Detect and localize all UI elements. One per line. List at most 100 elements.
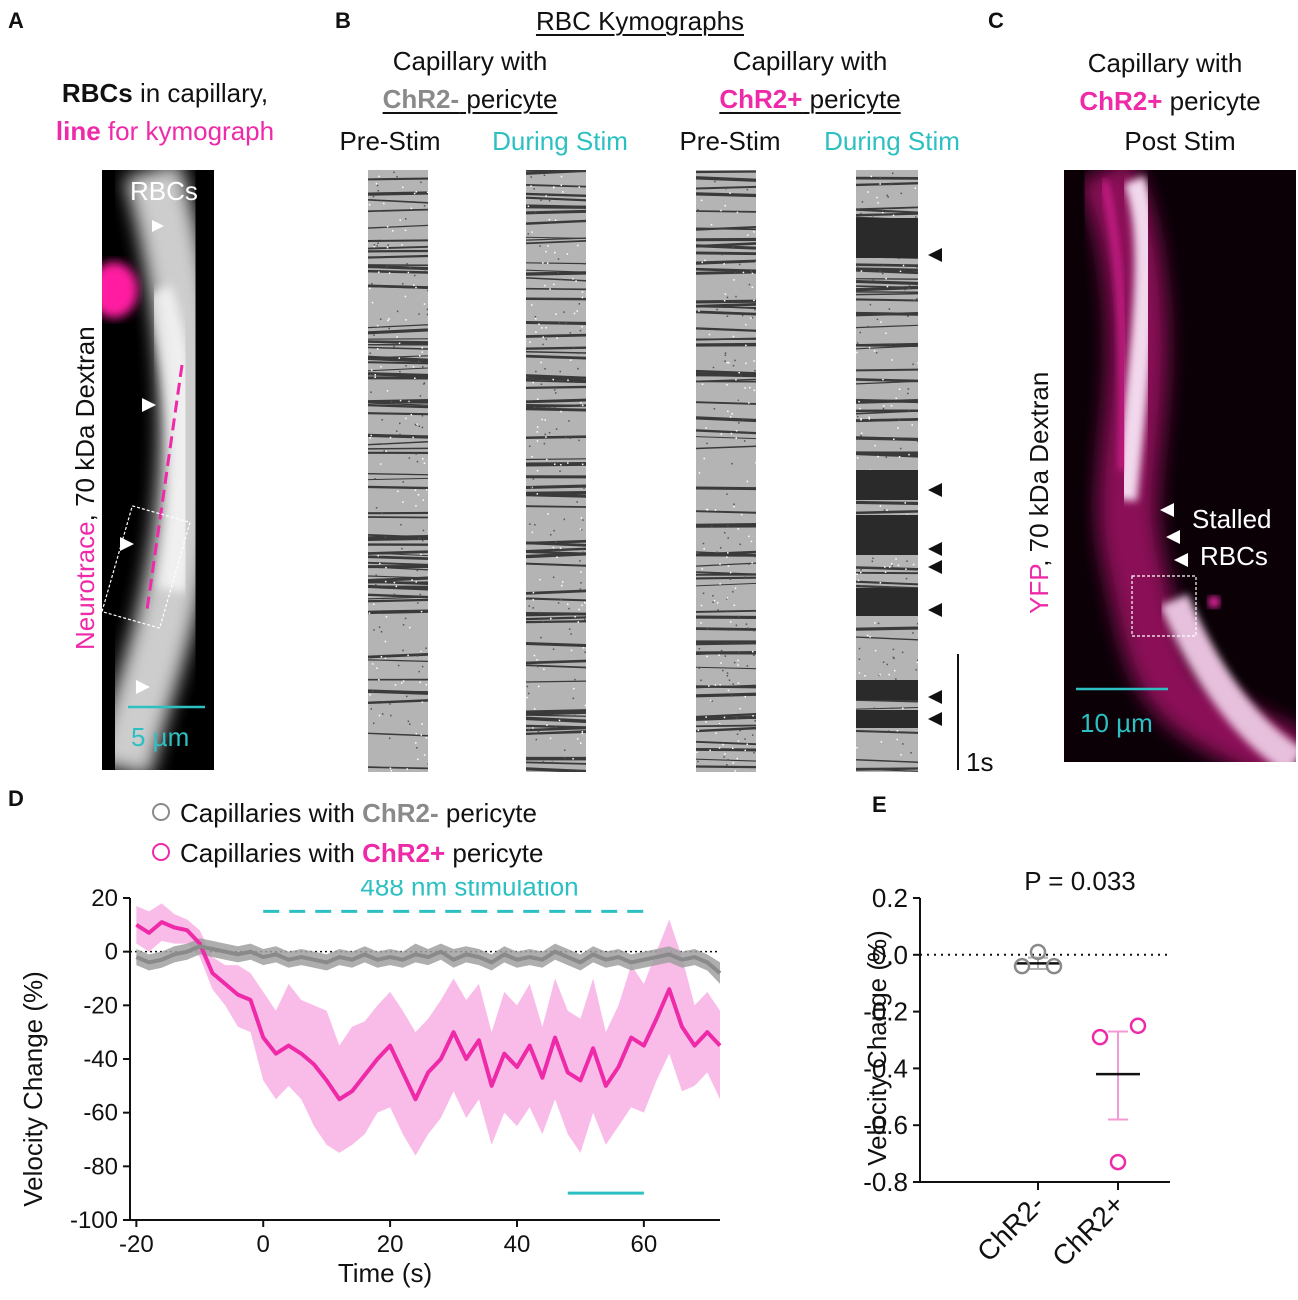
kymograph-streak xyxy=(526,377,586,382)
kymograph-noise xyxy=(371,663,374,665)
panel-a-title-bold: RBCs xyxy=(61,78,133,108)
x-tick-label: ChR2+ xyxy=(1046,1188,1130,1272)
kymograph-noise xyxy=(732,335,735,338)
kymograph-noise xyxy=(545,436,547,438)
kymograph-streak xyxy=(856,324,918,329)
kymograph-noise xyxy=(541,418,543,421)
kymograph-streak xyxy=(856,279,918,285)
kymograph-noise xyxy=(381,419,383,421)
kymograph-noise xyxy=(427,763,428,765)
kymograph-streak xyxy=(696,259,756,264)
kymograph-streak xyxy=(856,418,918,422)
kymograph-streak xyxy=(368,659,428,662)
kymograph-noise xyxy=(369,693,371,696)
kymograph-streak xyxy=(368,199,428,204)
kymograph-noise xyxy=(425,683,428,686)
kymograph-streak xyxy=(526,196,586,202)
kymograph-noise xyxy=(859,407,861,410)
kymograph-noise xyxy=(378,714,381,717)
kymograph-noise xyxy=(697,760,699,763)
kymograph-noise xyxy=(381,512,383,515)
panel-a-line-bold: line xyxy=(55,116,101,146)
kymograph-streak xyxy=(368,254,428,259)
kymograph-noise xyxy=(879,673,881,676)
kymograph-noise xyxy=(576,738,579,740)
kymograph-noise xyxy=(858,658,861,660)
kymograph-noise xyxy=(732,762,735,764)
kymograph-streak xyxy=(368,561,428,566)
kymograph-streak xyxy=(526,562,586,567)
kymograph-streak xyxy=(696,210,756,213)
kymograph-noise xyxy=(540,327,543,329)
kymograph-noise xyxy=(860,418,862,420)
kymograph-noise xyxy=(905,577,908,580)
kymograph-streak xyxy=(368,576,428,583)
kymograph-noise xyxy=(407,720,410,723)
kymograph-noise xyxy=(378,562,381,565)
kymograph-noise xyxy=(569,332,572,334)
kymograph-noise xyxy=(393,581,396,584)
kymograph-noise xyxy=(750,270,753,272)
kymograph-streak xyxy=(368,372,428,378)
kymograph-noise xyxy=(402,624,405,626)
kymograph-streak xyxy=(856,368,918,372)
kymograph-noise xyxy=(373,629,375,631)
kymograph-streak xyxy=(526,204,586,208)
kymograph-noise xyxy=(579,329,582,332)
kymograph-noise xyxy=(402,186,404,189)
kymograph-streak xyxy=(856,212,918,217)
kymograph-noise xyxy=(415,581,417,583)
kymograph-noise xyxy=(579,404,582,407)
kymograph-streak xyxy=(696,685,756,689)
kymograph-noise xyxy=(872,557,874,560)
kymograph-noise xyxy=(737,740,740,742)
kymograph-noise xyxy=(882,265,884,267)
kymograph-noise xyxy=(572,278,574,280)
kymograph-stall xyxy=(856,588,918,616)
kymograph-streak xyxy=(526,404,586,408)
kymograph-streak xyxy=(368,534,428,540)
y-tick-label: -40 xyxy=(83,1046,118,1073)
kymograph-noise xyxy=(860,212,862,215)
kymograph-streak xyxy=(526,463,586,467)
kymograph-noise xyxy=(531,231,533,233)
kymograph-noise xyxy=(890,404,893,407)
kymograph-noise xyxy=(566,603,569,606)
kymograph-noise xyxy=(417,494,420,496)
kymograph-noise xyxy=(733,279,735,281)
kymograph-noise xyxy=(913,299,915,302)
kymograph-noise xyxy=(393,171,395,174)
kymograph-noise xyxy=(536,469,539,472)
kymograph-noise xyxy=(714,180,716,183)
kymograph-noise xyxy=(377,554,379,557)
kymograph-noise xyxy=(721,253,724,256)
kymograph-noise xyxy=(529,523,531,525)
kymograph-noise xyxy=(727,552,729,554)
kymograph-noise xyxy=(726,598,728,600)
kymograph-streak xyxy=(526,680,586,683)
y-axis-title: Velocity Change (%) xyxy=(18,971,48,1207)
kymograph-noise xyxy=(564,749,566,751)
kymograph-noise xyxy=(720,433,723,435)
kymograph-noise xyxy=(386,246,389,249)
kymograph-noise xyxy=(558,321,561,324)
kymograph-noise xyxy=(742,418,744,420)
kymograph-noise xyxy=(746,665,749,667)
kymograph-streak xyxy=(856,730,918,734)
kymograph-noise xyxy=(572,758,574,760)
kymograph-noise xyxy=(870,175,873,178)
kymograph-noise xyxy=(725,187,727,190)
kymograph-noise xyxy=(702,592,705,595)
kymograph-noise xyxy=(535,738,538,741)
kymograph-stall xyxy=(856,680,918,700)
kymograph-noise xyxy=(914,187,917,189)
kymograph-noise xyxy=(752,650,754,653)
kymograph-noise xyxy=(734,587,737,589)
kymograph-noise xyxy=(708,333,711,336)
kymograph-noise xyxy=(712,601,714,603)
kymograph-streak xyxy=(526,346,586,350)
kymograph-noise xyxy=(884,566,886,568)
kymograph-noise xyxy=(568,628,571,630)
stall-arrowhead xyxy=(928,542,942,556)
kymograph-streak xyxy=(526,398,586,404)
